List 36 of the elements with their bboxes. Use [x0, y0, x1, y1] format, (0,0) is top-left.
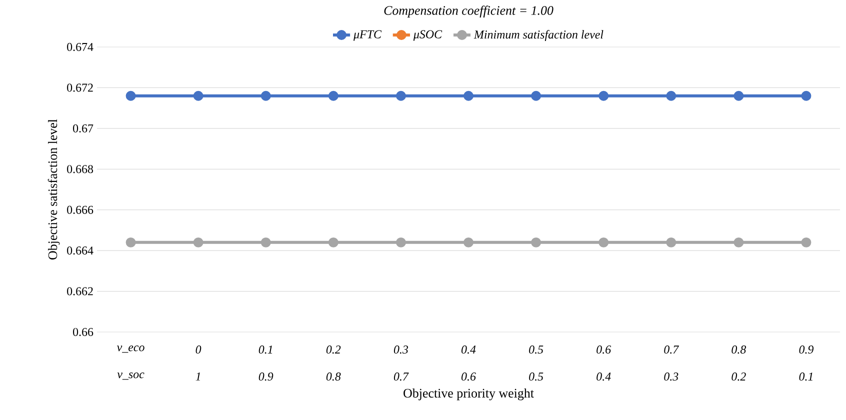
text: 0.8 [326, 372, 341, 381]
x-tick-label: 0.4 [462, 346, 476, 354]
legend-label: μFTC [354, 30, 382, 41]
text: 0.9 [258, 372, 274, 381]
x-tick-label: 0.6 [596, 346, 612, 354]
text: 0.3 [664, 372, 678, 381]
text: 0.4 [596, 372, 611, 381]
text: 0.6 [462, 372, 476, 381]
x-tick-label: 0.2 [326, 346, 341, 354]
text: 0.7 [394, 372, 409, 381]
y-axis-title: Objective satisfaction level [48, 119, 60, 260]
x-tick-label: v_eco [116, 346, 144, 353]
y-tick-label: 0.67 [73, 124, 94, 132]
y-tick-label: 0.668 [67, 165, 94, 174]
text: 0.1 [799, 372, 812, 381]
text: v_soc [117, 372, 144, 380]
y-tick-label: 0.662 [67, 287, 93, 296]
x-tick-label: 0.5 [529, 346, 544, 354]
y-tick-label: 0.664 [67, 246, 94, 255]
legend-label: Minimum satisfaction level [474, 30, 604, 42]
text: 1 [196, 372, 200, 380]
y-tick-label: 0.666 [67, 206, 94, 214]
x-tick-label: 0.3 [394, 346, 408, 354]
text: 0.2 [732, 372, 746, 381]
text: 0.5 [529, 372, 544, 381]
y-tick-label: 0.672 [67, 84, 93, 92]
x-axis-title: Objective priority weight [404, 388, 534, 400]
legend-label: μSOC [413, 30, 442, 41]
chart-title: Compensation coefficient = 1.00 [384, 6, 554, 18]
x-tick-label: 0.8 [732, 346, 746, 354]
x-tick-label: 0.7 [664, 346, 680, 354]
x-tick-label: 0 [196, 346, 202, 354]
x-tick-label: 0.9 [799, 346, 814, 354]
y-tick-label: 0.66 [73, 328, 94, 336]
y-tick-label: 0.674 [67, 42, 94, 52]
x-tick-label: 0.1 [258, 346, 272, 354]
